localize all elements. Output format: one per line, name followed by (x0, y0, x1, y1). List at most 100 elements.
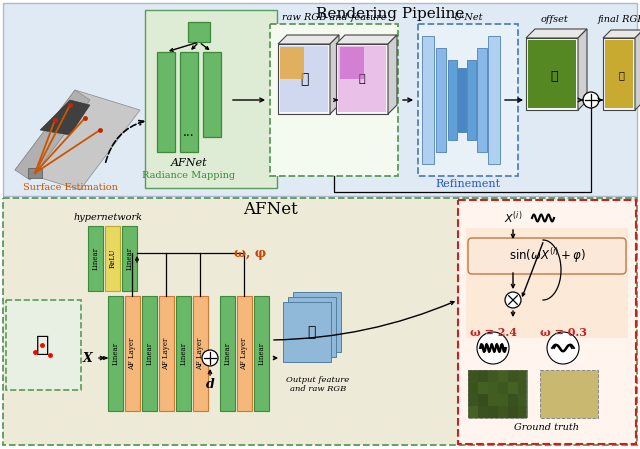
Bar (518, 370, 528, 382)
Bar (293, 292, 341, 352)
Bar (88, 226, 103, 291)
Text: hypernetwork: hypernetwork (74, 214, 143, 223)
Text: Linear: Linear (125, 247, 134, 270)
Bar (436, 48, 446, 152)
Bar (105, 226, 120, 291)
Bar (478, 394, 488, 406)
Bar (605, 40, 633, 108)
Text: U-Net: U-Net (453, 13, 483, 22)
Circle shape (202, 350, 218, 366)
Text: Linear: Linear (257, 342, 266, 365)
Text: 🚜: 🚜 (618, 71, 624, 80)
Bar (3, 3, 637, 196)
Bar (488, 382, 498, 394)
Polygon shape (15, 90, 140, 190)
Text: 🚜: 🚜 (550, 70, 557, 83)
Bar (518, 406, 528, 418)
Bar (498, 394, 508, 406)
Bar (288, 297, 336, 357)
Bar (508, 370, 518, 382)
Polygon shape (526, 29, 587, 38)
Bar (540, 370, 598, 418)
Bar (603, 38, 635, 110)
Text: $\sin(\omega X^{(i)} + \varphi)$: $\sin(\omega X^{(i)} + \varphi)$ (509, 247, 586, 265)
Bar (498, 382, 508, 394)
Circle shape (547, 332, 579, 364)
Bar (3, 198, 637, 445)
Text: Radiance Mapping: Radiance Mapping (143, 171, 236, 180)
Bar (203, 52, 221, 137)
Bar (422, 36, 434, 164)
Bar (526, 38, 578, 110)
Polygon shape (40, 100, 90, 135)
Text: offset: offset (540, 16, 568, 25)
Text: X: X (83, 352, 93, 365)
Bar (176, 296, 191, 411)
Bar (193, 296, 208, 411)
Text: 🏗: 🏗 (358, 74, 365, 84)
Bar (458, 68, 466, 132)
Text: $X^{(i)}$: $X^{(i)}$ (504, 210, 522, 226)
Text: AF Layer: AF Layer (129, 337, 136, 370)
Bar (188, 22, 210, 42)
Text: 🪶: 🪶 (36, 334, 50, 356)
Bar (278, 44, 330, 114)
Bar (488, 370, 498, 382)
Bar (145, 10, 277, 188)
Text: Linear: Linear (111, 342, 120, 365)
Text: Linear: Linear (179, 342, 188, 365)
Text: Surface Estimation: Surface Estimation (22, 182, 117, 192)
Bar (508, 394, 518, 406)
Bar (237, 296, 252, 411)
Bar (518, 394, 528, 406)
Bar (528, 40, 576, 108)
Bar (458, 200, 636, 444)
Polygon shape (635, 30, 640, 110)
Bar (418, 24, 518, 176)
FancyBboxPatch shape (468, 238, 626, 274)
Polygon shape (330, 35, 339, 114)
Bar (518, 382, 528, 394)
Bar (28, 168, 42, 178)
Polygon shape (336, 35, 397, 44)
Bar (220, 296, 235, 411)
Polygon shape (603, 30, 640, 38)
Bar (468, 382, 478, 394)
Bar (468, 370, 478, 382)
Bar (477, 48, 487, 152)
Bar (122, 226, 137, 291)
Bar (338, 46, 386, 112)
Bar (508, 406, 518, 418)
Text: ReLU: ReLU (109, 249, 116, 268)
Bar (468, 406, 478, 418)
Circle shape (583, 92, 599, 108)
Bar (468, 394, 478, 406)
Bar (280, 47, 304, 79)
Bar (488, 406, 498, 418)
Bar (125, 296, 140, 411)
Polygon shape (578, 29, 587, 110)
Bar (157, 52, 175, 152)
Bar (488, 394, 498, 406)
Bar (270, 24, 398, 176)
Bar (467, 60, 476, 140)
Text: Refinement: Refinement (435, 179, 500, 189)
Bar (478, 382, 488, 394)
Bar (478, 406, 488, 418)
Text: AFNet: AFNet (171, 158, 207, 168)
Polygon shape (278, 35, 339, 44)
Text: ...: ... (183, 126, 195, 138)
Bar (448, 60, 457, 140)
Bar (468, 370, 526, 418)
Bar (466, 228, 628, 338)
Bar (498, 370, 508, 382)
Bar (340, 47, 364, 79)
Bar (180, 52, 198, 152)
Text: AFNet: AFNet (243, 202, 298, 219)
Bar (508, 382, 518, 394)
Bar (336, 44, 388, 114)
Text: AF Layer: AF Layer (196, 337, 205, 370)
Bar (108, 296, 123, 411)
Bar (488, 36, 500, 164)
Bar (159, 296, 174, 411)
